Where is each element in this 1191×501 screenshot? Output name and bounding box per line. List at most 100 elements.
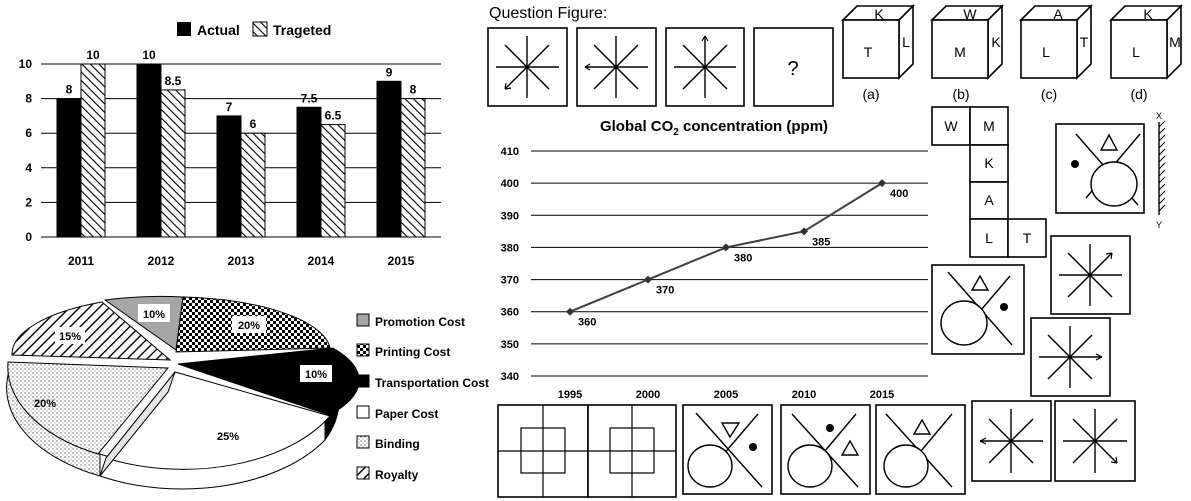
mirror-problem-figure: X Y <box>1055 111 1166 230</box>
line-x-tick-label: 2010 <box>792 389 816 401</box>
svg-text:T: T <box>1023 230 1032 246</box>
bar-targeted-2012 <box>160 89 186 238</box>
bar-actual-2015 <box>376 80 402 238</box>
bar-actual-2012 <box>136 63 162 238</box>
line-data-label: 385 <box>812 236 830 248</box>
line-chart: Global CO2 concentration (ppm) 340 350 360… <box>501 118 928 401</box>
svg-text:A: A <box>984 192 994 208</box>
line-data-label: 400 <box>890 188 908 200</box>
legend-label-actual: Actual <box>197 22 240 38</box>
bar-data-label: 7 <box>226 100 233 114</box>
pie-legend-label-paper: Paper Cost <box>375 407 438 421</box>
line-y-tick-label: 370 <box>501 275 519 287</box>
svg-text:L: L <box>1042 44 1050 60</box>
line-point-1995 <box>566 307 574 316</box>
svg-text:L: L <box>985 230 993 246</box>
cube-c: A L T (c) <box>1019 4 1093 102</box>
svg-text:W: W <box>963 6 977 22</box>
pie-label-printing: 20% <box>238 320 260 332</box>
cube-d: K L M (d) <box>1109 4 1183 102</box>
legend-label-targeted: Trageted <box>273 22 331 38</box>
figure-dot-top <box>780 404 871 495</box>
bar-y-tick-label: 0 <box>25 230 32 244</box>
bar-x-tick-label: 2011 <box>68 254 94 268</box>
bar-x-tick-label: 2015 <box>388 254 415 268</box>
legend-swatch-targeted <box>252 21 268 37</box>
paper-fold-figure-1 <box>497 404 589 498</box>
line-x-tick-label: 2005 <box>714 389 738 401</box>
pie-slice-binding <box>7 361 170 455</box>
line-point-2005 <box>722 243 730 252</box>
svg-text:K: K <box>991 34 1001 50</box>
question-figure-1 <box>487 27 568 107</box>
cube-c-caption: (c) <box>1041 86 1057 102</box>
pie-slice-paper-wall <box>99 371 176 477</box>
star-figure-arrow-ne <box>1050 235 1131 315</box>
line-y-tick-label: 350 <box>501 339 519 351</box>
line-y-tick-label: 400 <box>501 178 519 190</box>
pie-legend-label-promotion: Promotion Cost <box>375 315 465 329</box>
bar-x-tick-label: 2014 <box>308 254 335 268</box>
pie-label-binding: 20% <box>34 398 56 410</box>
svg-text:W: W <box>944 118 958 134</box>
bar-y-tick-label: 2 <box>25 195 32 209</box>
line-x-tick-label: 1995 <box>558 389 582 401</box>
question-figure-2 <box>576 27 657 107</box>
pie-data-labels: 10% 20% 10% 25% 20% 15% <box>34 304 332 443</box>
svg-text:K: K <box>874 6 884 22</box>
star-figure-arrow-w <box>971 400 1052 482</box>
bar-x-tick-label: 2012 <box>148 254 175 268</box>
bar-chart-y-ticks: 0 2 4 6 8 10 <box>19 57 33 244</box>
pie-legend-swatch-transportation <box>356 374 370 388</box>
cube-net: W M K A L T <box>931 106 1047 258</box>
bar-actual-2011 <box>56 98 82 238</box>
pie-legend-label-printing: Printing Cost <box>375 345 450 359</box>
line-y-tick-label: 410 <box>501 146 519 158</box>
bar-y-tick-label: 6 <box>25 126 32 140</box>
pie-legend-swatch-binding <box>356 435 370 449</box>
bar-targeted-2011 <box>80 63 106 238</box>
pie-legend-swatch-royalty <box>356 466 370 480</box>
mirror-label-x: X <box>1156 111 1162 121</box>
pie-label-paper: 25% <box>217 431 239 443</box>
legend-swatch-actual <box>177 22 191 36</box>
bar-data-label: 6.5 <box>325 109 342 123</box>
pie-legend-swatch-printing <box>356 343 370 357</box>
bar-y-tick-label: 8 <box>25 92 32 106</box>
line-y-tick-label: 390 <box>501 210 519 222</box>
puzzle-figures: Question Figure: <box>487 4 1183 498</box>
line-x-tick-label: 2015 <box>870 389 894 401</box>
bar-targeted-2015 <box>400 98 426 238</box>
bar-data-label: 8 <box>410 83 417 97</box>
bar-data-label: 6 <box>250 117 257 131</box>
mirror-answer-option <box>931 264 1025 355</box>
bar-data-label: 8.5 <box>165 74 182 88</box>
line-chart-points: 360 370 380 385 400 <box>566 179 908 329</box>
cube-d-caption: (d) <box>1130 86 1147 102</box>
bar-y-tick-label: 4 <box>25 161 32 175</box>
star-figure-arrow-e <box>1030 317 1111 397</box>
bar-data-label: 7.5 <box>301 91 318 105</box>
pie-slice-royalty <box>11 301 172 361</box>
line-y-tick-label: 380 <box>501 242 519 254</box>
svg-text:M: M <box>1169 34 1181 50</box>
cube-b: W M K (b) <box>930 4 1004 102</box>
pie-legend-label-transportation: Transportation Cost <box>375 376 489 390</box>
bar-chart-x-ticks: 2011 2012 2013 2014 2015 <box>68 254 415 268</box>
bar-data-label: 8 <box>66 83 73 97</box>
bar-chart-bars: 8 10 10 8.5 7 6 7.5 6.5 9 8 <box>56 48 426 238</box>
line-data-label: 360 <box>578 317 596 329</box>
line-chart-x-ticks: 1995 2000 2005 2010 2015 <box>558 389 894 401</box>
svg-text:A: A <box>1053 6 1063 22</box>
question-mark: ? <box>787 58 798 80</box>
line-chart-gridlines <box>531 150 928 377</box>
line-y-tick-label: 360 <box>501 307 519 319</box>
pie-label-transportation: 10% <box>305 369 327 381</box>
line-data-label: 380 <box>734 252 752 264</box>
bar-actual-2013 <box>216 115 242 238</box>
bar-actual-2014 <box>296 106 322 238</box>
pie-label-royalty: 15% <box>59 331 81 343</box>
svg-text:T: T <box>1080 34 1089 50</box>
